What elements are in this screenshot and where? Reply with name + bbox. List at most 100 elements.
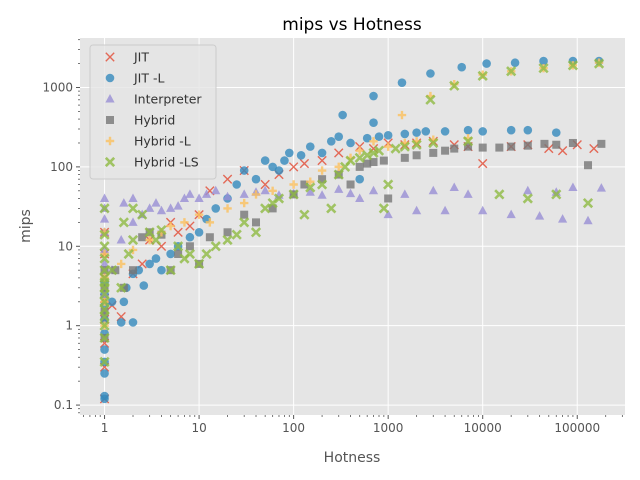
- data-point: [116, 318, 126, 327]
- data-point: [116, 259, 126, 269]
- data-point: [100, 345, 109, 354]
- data-point: [412, 151, 421, 160]
- y-tick-label: 10: [58, 239, 73, 253]
- data-point: [425, 94, 436, 105]
- data-point: [400, 189, 410, 198]
- data-point: [288, 189, 299, 200]
- data-point: [273, 193, 285, 204]
- data-point: [316, 179, 328, 190]
- data-point: [99, 229, 110, 240]
- data-point: [128, 193, 138, 202]
- data-point: [317, 155, 327, 166]
- data-point: [338, 110, 347, 120]
- data-point: [478, 158, 488, 169]
- data-point: [346, 138, 355, 148]
- data-point: [99, 258, 110, 268]
- data-point: [457, 62, 467, 72]
- data-point: [251, 190, 261, 199]
- data-point: [523, 185, 533, 195]
- data-point: [193, 258, 205, 270]
- data-point: [440, 127, 450, 136]
- data-point: [232, 180, 242, 189]
- data-point: [280, 156, 289, 165]
- data-point: [538, 63, 549, 74]
- data-point: [355, 174, 365, 184]
- data-point: [429, 148, 438, 157]
- data-point: [482, 59, 491, 68]
- data-point: [289, 180, 298, 189]
- data-point: [222, 191, 233, 201]
- data-point: [397, 110, 407, 120]
- data-point: [138, 233, 147, 242]
- data-point: [583, 215, 593, 225]
- data-point: [300, 180, 309, 189]
- data-point: [584, 161, 593, 170]
- axis-ticks: 1 10 100 1000 10000 100000 0.1 1 10 100 1000: [42, 39, 623, 435]
- data-point: [345, 155, 356, 166]
- data-point: [495, 143, 504, 152]
- data-point: [334, 184, 344, 193]
- legend-marker: [105, 94, 115, 103]
- data-point: [539, 56, 548, 66]
- data-point: [252, 218, 261, 227]
- data-point: [194, 193, 204, 202]
- data-point: [250, 227, 262, 238]
- data-point: [127, 203, 139, 214]
- data-point: [318, 175, 327, 184]
- data-point: [118, 217, 129, 228]
- data-point: [523, 125, 533, 135]
- data-point: [240, 210, 249, 219]
- data-point: [201, 189, 212, 198]
- data-point: [145, 235, 154, 245]
- series-5: [99, 58, 605, 368]
- data-point: [428, 137, 439, 149]
- data-point: [166, 221, 175, 231]
- data-point: [251, 174, 261, 184]
- data-point: [552, 140, 561, 149]
- data-point: [268, 162, 277, 172]
- data-point: [99, 296, 110, 307]
- data-point: [506, 125, 516, 135]
- y-tick-label: 1: [65, 319, 73, 333]
- data-point: [111, 266, 120, 275]
- data-point: [156, 224, 167, 236]
- data-point: [522, 193, 533, 204]
- data-point: [116, 282, 127, 293]
- data-point: [151, 254, 161, 263]
- legend: JIT JIT -L Interpreter Hybrid Hybrid -L Hybri…: [89, 44, 217, 180]
- data-point: [145, 203, 155, 212]
- data-point: [450, 144, 459, 153]
- data-point: [400, 129, 410, 139]
- legend-label: JIT: [133, 50, 149, 65]
- data-point: [222, 174, 233, 184]
- data-point: [145, 259, 154, 269]
- data-point: [400, 153, 409, 162]
- legend-label: Hybrid: [134, 113, 175, 128]
- data-point: [223, 204, 232, 213]
- data-point: [119, 297, 129, 307]
- data-point: [568, 138, 577, 147]
- x-tick-label: 1: [101, 421, 109, 435]
- data-point: [317, 190, 327, 199]
- data-point: [239, 217, 250, 228]
- data-point: [421, 127, 431, 136]
- data-point: [463, 125, 473, 135]
- data-point: [317, 148, 327, 158]
- grid-lines: [80, 38, 625, 415]
- data-point: [411, 139, 422, 150]
- data-point: [523, 141, 532, 150]
- data-point: [107, 297, 117, 307]
- data-point: [194, 210, 204, 219]
- data-point: [123, 248, 134, 260]
- data-point: [326, 137, 336, 146]
- data-point: [368, 185, 379, 195]
- data-point: [305, 187, 315, 196]
- x-axis-label: Hotness: [324, 450, 381, 466]
- data-point: [296, 150, 306, 160]
- data-point: [173, 201, 183, 210]
- data-point: [194, 228, 204, 237]
- data-point: [128, 318, 138, 327]
- data-point: [165, 265, 176, 276]
